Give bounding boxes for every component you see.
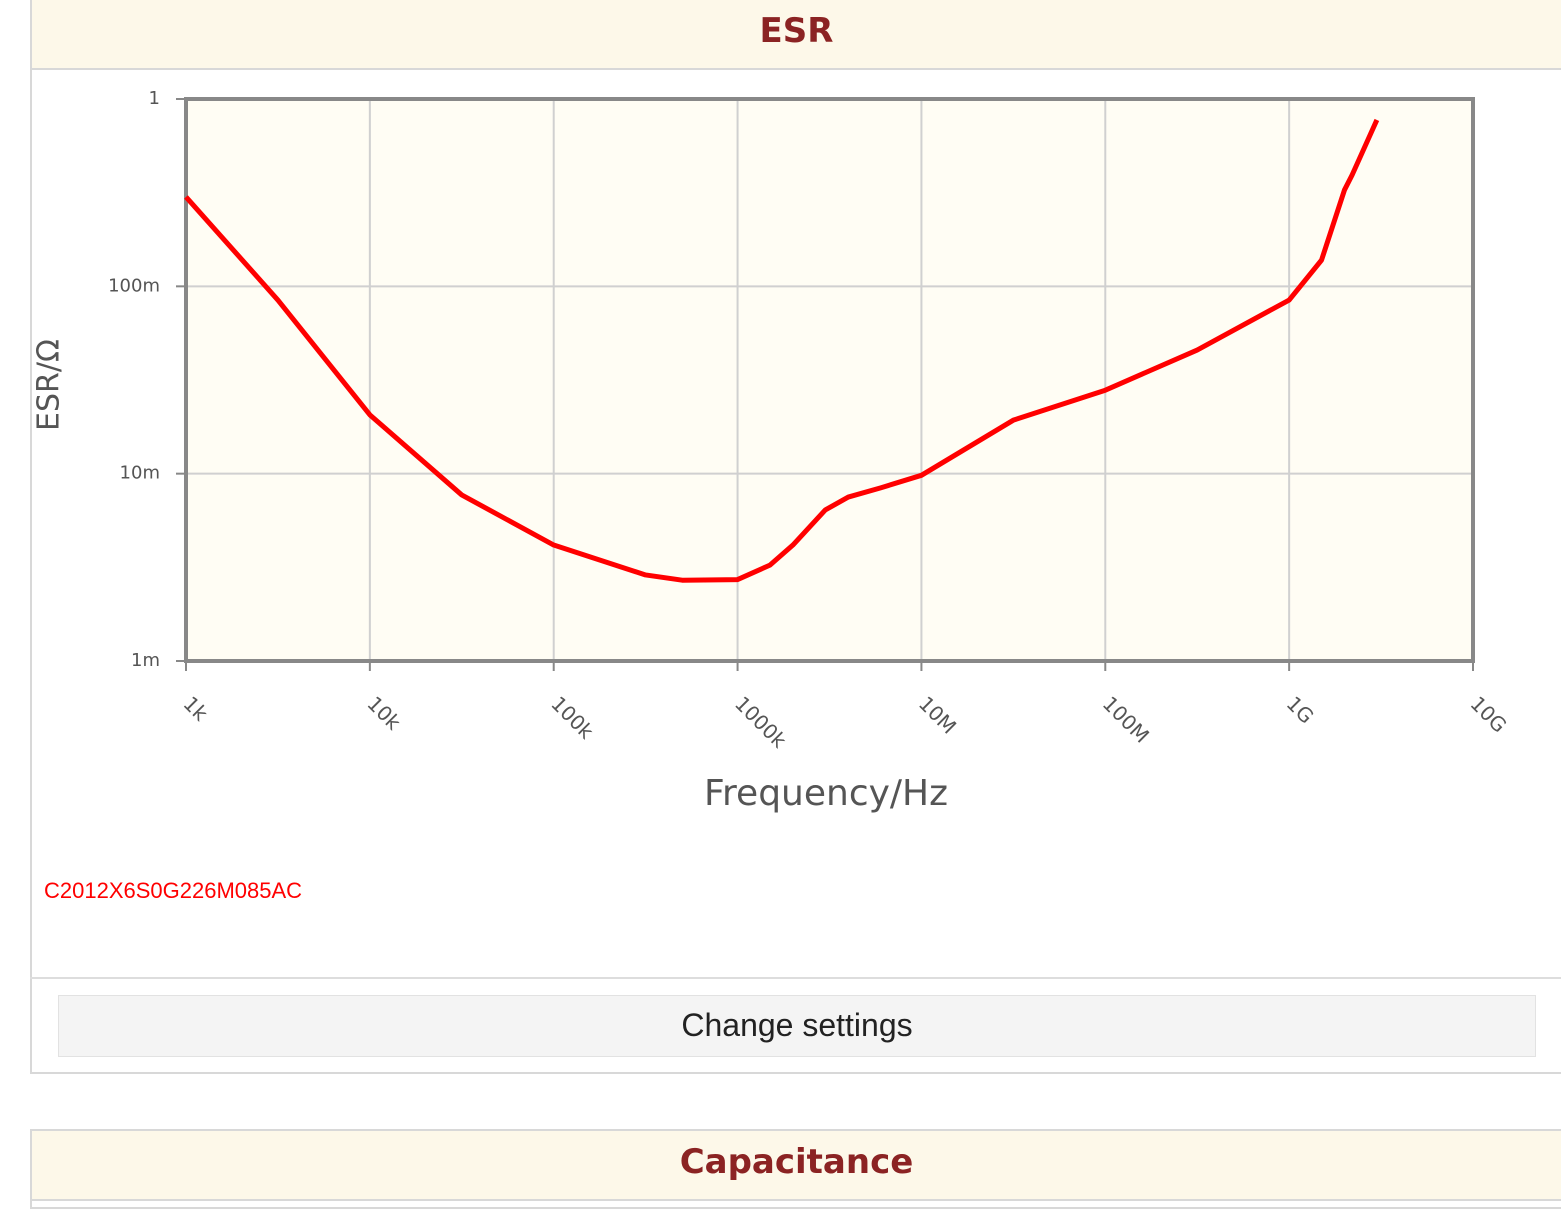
- y-tick-label: 100m: [108, 275, 160, 296]
- y-tick-label: 1m: [131, 650, 160, 671]
- panel-title: Capacitance: [32, 1131, 1561, 1201]
- change-settings-button[interactable]: Change settings: [58, 995, 1536, 1057]
- x-tick-label: 1k: [179, 691, 213, 725]
- plot-background: [186, 99, 1473, 661]
- chart: Frequency/Hz ESR/Ω 1m 10m 100m 1 1k 10k 100k 10…: [32, 88, 1512, 814]
- x-tick-label: 10M: [914, 691, 961, 738]
- x-tick-label: 100M: [1098, 691, 1154, 747]
- x-tick-label: 10G: [1466, 691, 1512, 737]
- y-tick-label: 10m: [120, 463, 160, 484]
- x-tick-label: 1000k: [730, 691, 791, 752]
- y-tick-label: 1: [149, 88, 160, 109]
- separator: [30, 977, 1561, 979]
- plot-border: [184, 97, 1475, 663]
- y-axis-label: ESR/Ω: [32, 339, 67, 431]
- x-axis-label: Frequency/Hz: [704, 773, 948, 814]
- panel-title: ESR: [32, 0, 1561, 70]
- x-tick-label: 1G: [1282, 691, 1319, 728]
- x-tick-label: 10k: [362, 691, 405, 734]
- series-line: [184, 118, 1380, 583]
- x-tick-label: 100k: [546, 691, 598, 743]
- capacitance-panel: Capacitance: [30, 1129, 1561, 1209]
- legend-entry: C2012X6S0G226M085AC: [44, 878, 303, 903]
